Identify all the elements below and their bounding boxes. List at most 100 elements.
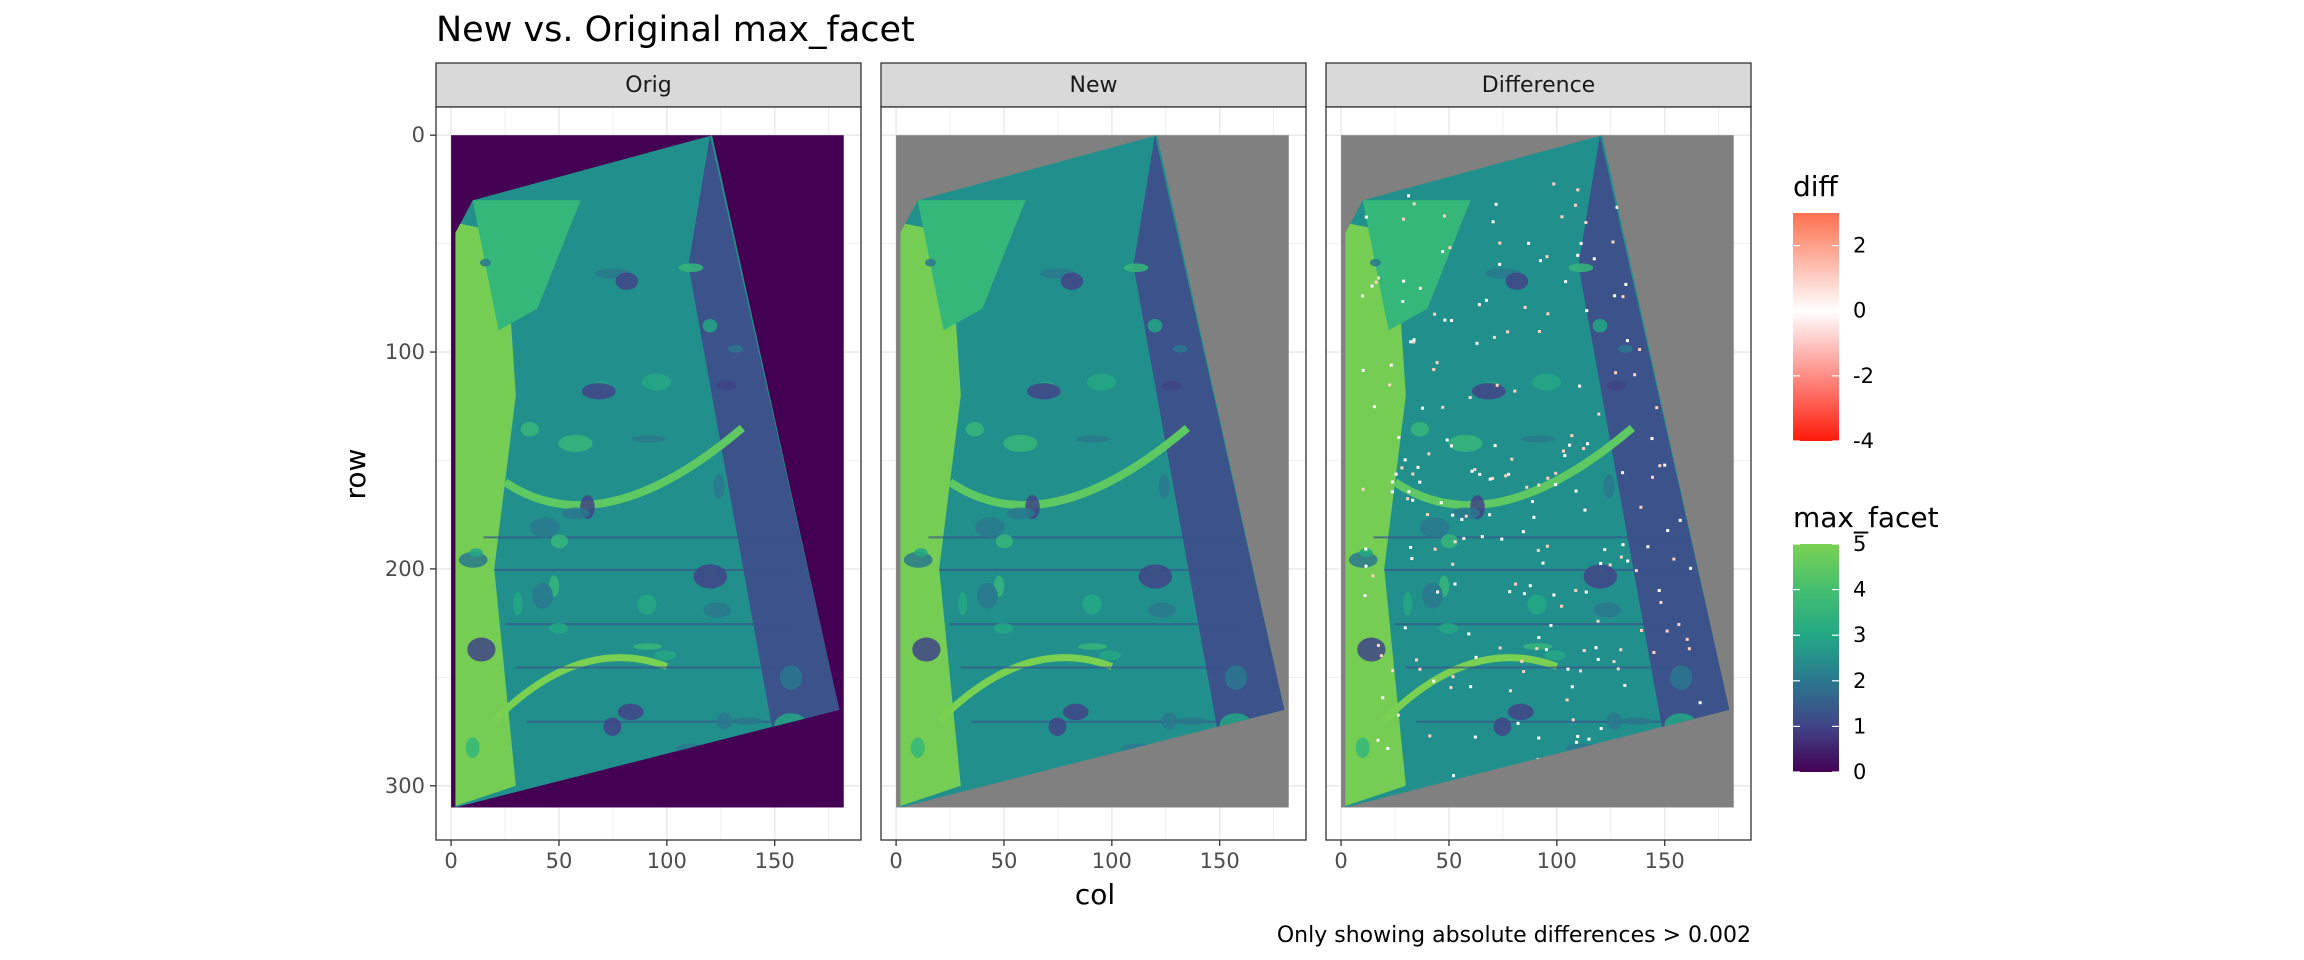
diff-point (1428, 734, 1432, 738)
diff-point (1579, 669, 1583, 673)
diff-point (1508, 590, 1512, 594)
diff-point (1470, 469, 1474, 473)
legend-max-facet: max_facet 5 4 3 2 1 0 (1793, 501, 1939, 784)
diff-point (1432, 679, 1436, 683)
diff-point (1603, 548, 1607, 552)
diff-point (1416, 465, 1420, 469)
diff-point (1363, 594, 1367, 598)
diff-point (1409, 340, 1413, 344)
diff-point (1391, 669, 1395, 673)
diff-point (1599, 561, 1603, 565)
y-tick-label: 300 (385, 774, 425, 798)
diff-point (1537, 736, 1541, 740)
diff-point (1433, 312, 1437, 316)
diff-point (1596, 619, 1600, 623)
diff-point (1418, 667, 1422, 671)
diff-point (1626, 559, 1630, 563)
diff-point (1374, 280, 1378, 284)
diff-point (1469, 685, 1473, 689)
x-tick-label: 0 (1334, 849, 1347, 873)
diff-point (1506, 330, 1510, 334)
diff-point (1493, 444, 1497, 448)
diff-point (1657, 588, 1661, 592)
y-tick-label: 100 (385, 340, 425, 364)
diff-point (1576, 188, 1580, 192)
legend-tick-label: 5 (1853, 532, 1866, 556)
diff-point (1608, 563, 1612, 567)
diff-point (1678, 518, 1682, 522)
diff-point (1407, 194, 1411, 198)
diff-point (1625, 339, 1629, 343)
diff-point (1425, 513, 1429, 517)
diff-point (1545, 544, 1549, 548)
diff-point (1441, 405, 1445, 409)
panel-border (1325, 106, 1752, 841)
diff-point (1494, 202, 1498, 206)
diff-point (1498, 241, 1502, 245)
diff-point (1570, 434, 1574, 438)
diff-point (1396, 713, 1400, 717)
diff-point (1537, 483, 1541, 487)
diff-point (1544, 648, 1548, 652)
facet-panel-orig: Orig 0 50 100 150 (435, 62, 862, 873)
diff-point (1474, 655, 1478, 659)
diff-point (1633, 373, 1637, 377)
facet-panels: Orig 0 50 100 150 New 0 50 100 150 Difference 0 50 10… (435, 62, 1752, 873)
diff-point (1462, 537, 1466, 541)
diff-point (1439, 501, 1443, 505)
diff-point (1450, 444, 1454, 448)
diff-point (1467, 632, 1471, 636)
diff-point (1619, 555, 1623, 559)
diff-point (1500, 537, 1504, 541)
diff-point (1574, 203, 1578, 207)
diff-point (1687, 647, 1691, 651)
legend-tick-label: 3 (1853, 623, 1866, 647)
legend-diff: diff 2 0 -2 -4 (1793, 170, 1874, 453)
diff-point (1530, 500, 1534, 504)
diff-point (1520, 659, 1524, 663)
diff-point (1364, 564, 1368, 568)
diff-point (1579, 241, 1583, 245)
x-tick-label: 0 (444, 849, 457, 873)
diff-point (1592, 257, 1596, 261)
diff-point (1655, 406, 1659, 410)
x-tick-label: 150 (1645, 849, 1685, 873)
diff-point (1615, 205, 1619, 209)
diff-point (1513, 389, 1517, 393)
diff-point (1371, 574, 1375, 578)
diff-point (1672, 557, 1676, 561)
diff-point (1427, 452, 1431, 456)
diff-point (1561, 449, 1565, 453)
diff-point (1397, 436, 1401, 440)
diff-point (1565, 698, 1569, 702)
panel-border (880, 106, 1307, 841)
diff-point (1516, 721, 1520, 725)
diff-point (1624, 282, 1628, 286)
diff-point (1412, 338, 1416, 342)
x-tick-label: 100 (647, 849, 687, 873)
diff-point (1584, 221, 1588, 225)
legend-max-facet-colorbar (1793, 544, 1839, 772)
diff-point (1640, 629, 1644, 633)
diff-point (1411, 472, 1415, 476)
diff-point (1488, 513, 1492, 517)
diff-point (1452, 774, 1456, 778)
diff-point (1552, 593, 1556, 597)
diff-point (1554, 471, 1558, 475)
diff-point (1638, 347, 1642, 351)
diff-point (1522, 592, 1526, 596)
diff-point (1659, 600, 1663, 604)
diff-point (1536, 548, 1540, 552)
x-tick-label: 150 (1200, 849, 1240, 873)
legend-diff-title: diff (1793, 170, 1839, 203)
y-tick-label: 0 (412, 123, 425, 147)
x-tick-label: 50 (546, 849, 573, 873)
diff-point (1361, 368, 1365, 372)
diff-point (1498, 646, 1502, 650)
diff-point (1599, 727, 1603, 731)
diff-point (1566, 667, 1570, 671)
raster-region (900, 135, 1285, 808)
diff-point (1612, 660, 1616, 664)
legend-tick-label: 2 (1853, 669, 1866, 693)
diff-point (1594, 646, 1598, 650)
